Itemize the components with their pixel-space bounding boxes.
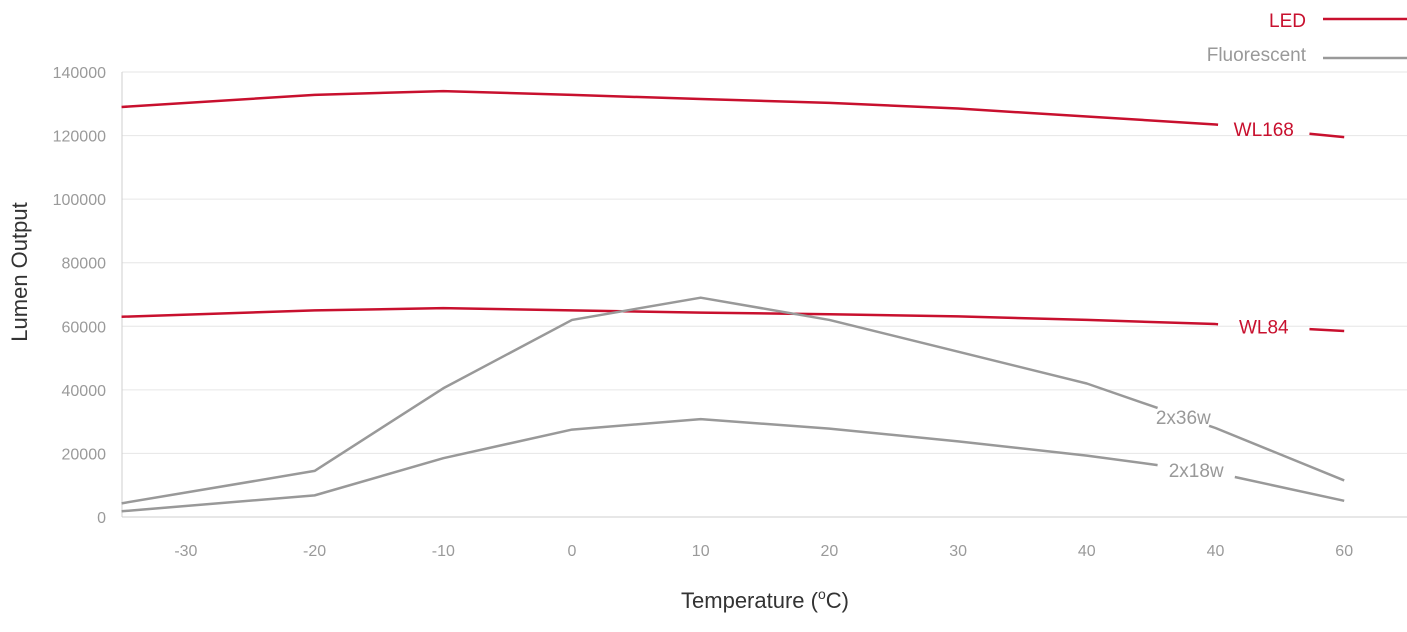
series-label-wl168: WL168	[1234, 120, 1294, 141]
series-line-2x36w	[1208, 424, 1345, 482]
x-axis-title-end: C)	[826, 588, 849, 613]
series-label-2x36w: 2x36w	[1156, 408, 1211, 429]
y-tick-label: 80000	[62, 256, 107, 273]
y-tick-label: 120000	[53, 129, 106, 146]
x-tick-label: 0	[568, 543, 577, 560]
y-axis-title: Lumen Output	[7, 202, 32, 341]
y-tick-label: 60000	[62, 319, 107, 336]
x-tick-label: -30	[174, 543, 197, 560]
series-label-2x18w: 2x18w	[1169, 461, 1224, 482]
series-line-wl168	[1309, 132, 1345, 139]
gridlines	[122, 71, 1407, 518]
x-axis-title-main: Temperature (	[681, 588, 819, 613]
series-line-2x18w	[1234, 475, 1345, 503]
x-tick-label: 10	[692, 543, 710, 560]
y-tick-label: 0	[97, 510, 106, 527]
y-tick-label: 140000	[53, 65, 106, 82]
series-line-wl84	[121, 306, 1219, 326]
x-tick-label: -10	[432, 543, 455, 560]
x-tick-label: 40	[1207, 543, 1225, 560]
legend-led-label: LED	[1269, 11, 1306, 32]
x-axis-ticks: -30 -20 -10 0 10 20 30 40 40 60	[174, 543, 1353, 560]
y-tick-label: 20000	[62, 446, 107, 463]
y-tick-label: 40000	[62, 383, 107, 400]
series-labels: WL168 WL84 2x36w 2x18w	[1156, 120, 1294, 482]
x-tick-label: 30	[949, 543, 967, 560]
y-axis-ticks: 0 20000 40000 60000 80000 100000 120000 140000	[53, 65, 106, 527]
x-tick-label: -20	[303, 543, 326, 560]
x-tick-label: 20	[821, 543, 839, 560]
series-label-wl84: WL84	[1239, 318, 1289, 339]
series-lines	[121, 89, 1345, 513]
y-tick-label: 100000	[53, 192, 106, 209]
series-line-2x18w	[121, 417, 1158, 513]
series-line-2x36w	[121, 296, 1158, 505]
x-tick-label: 40	[1078, 543, 1096, 560]
x-axis-title: Temperature (oC)	[681, 586, 849, 613]
series-line-wl168	[121, 89, 1219, 126]
x-axis-title-sup: o	[818, 586, 826, 602]
x-tick-label: 60	[1335, 543, 1353, 560]
legend-fluorescent-label: Fluorescent	[1207, 45, 1307, 66]
legend: LED Fluorescent	[1207, 11, 1407, 66]
series-line-wl84	[1309, 327, 1345, 333]
